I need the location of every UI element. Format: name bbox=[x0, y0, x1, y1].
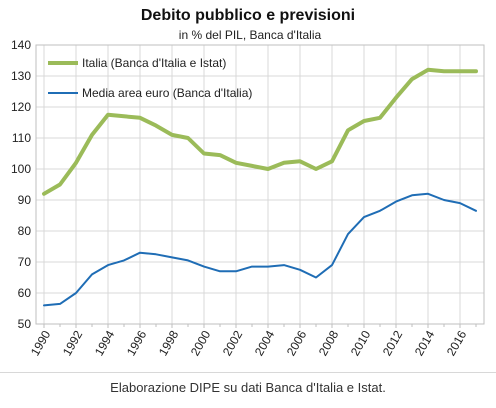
x-tick-label: 2008 bbox=[316, 328, 342, 358]
series-lines bbox=[42, 67, 478, 307]
x-tick-label: 1994 bbox=[92, 328, 118, 358]
y-tick-label: 60 bbox=[18, 286, 32, 300]
x-tick-label: 2004 bbox=[252, 328, 278, 358]
y-tick-label: 110 bbox=[12, 131, 31, 145]
y-tick-label: 70 bbox=[18, 255, 32, 269]
plot-border bbox=[35, 44, 485, 325]
x-tick-label: 1992 bbox=[60, 328, 86, 358]
x-axis-ticks: 1990 1992 1994 1996 1998 2000 2002 2004 2006 2008… bbox=[28, 324, 477, 358]
x-tick-label: 1998 bbox=[156, 328, 182, 358]
series-line-italia bbox=[42, 67, 478, 196]
x-tick-label: 2000 bbox=[188, 328, 214, 358]
chart-subtitle: in % del PIL, Banca d'Italia bbox=[179, 28, 322, 42]
chart-title: Debito pubblico e previsioni bbox=[141, 7, 355, 24]
legend-label-italia: Italia (Banca d'Italia e Istat) bbox=[82, 56, 226, 70]
legend: Italia (Banca d'Italia e Istat) Media ar… bbox=[48, 56, 252, 100]
y-tick-label: 90 bbox=[18, 193, 32, 207]
y-axis-ticks: 50 60 70 80 90 100 110 120 130 140 bbox=[11, 38, 31, 331]
x-tick-label: 2012 bbox=[380, 328, 406, 358]
x-tick-label: 1996 bbox=[124, 328, 150, 358]
x-tick-label: 2002 bbox=[220, 328, 246, 358]
x-tick-label: 2014 bbox=[412, 328, 438, 358]
chart-frame: Debito pubblico e previsioni in % del PI… bbox=[11, 7, 485, 358]
y-tick-label: 140 bbox=[11, 38, 31, 52]
x-tick-label: 2010 bbox=[348, 328, 374, 358]
x-tick-label: 2006 bbox=[284, 328, 310, 358]
chart-caption: Elaborazione DIPE su dati Banca d'Italia… bbox=[110, 380, 386, 395]
x-tick-label: 2016 bbox=[444, 328, 470, 358]
y-tick-label: 50 bbox=[18, 317, 32, 331]
y-tick-label: 120 bbox=[11, 100, 31, 114]
grid-lines bbox=[36, 44, 484, 325]
x-tick-label: 1990 bbox=[28, 328, 54, 358]
legend-label-euro: Media area euro (Banca d'Italia) bbox=[82, 86, 252, 100]
series-line-euro-area bbox=[43, 192, 477, 307]
y-tick-label: 130 bbox=[11, 69, 31, 83]
caption-divider bbox=[0, 372, 496, 373]
line-chart: Debito pubblico e previsioni in % del PI… bbox=[11, 7, 485, 358]
y-tick-label: 80 bbox=[18, 224, 32, 238]
y-tick-label: 100 bbox=[11, 162, 31, 176]
